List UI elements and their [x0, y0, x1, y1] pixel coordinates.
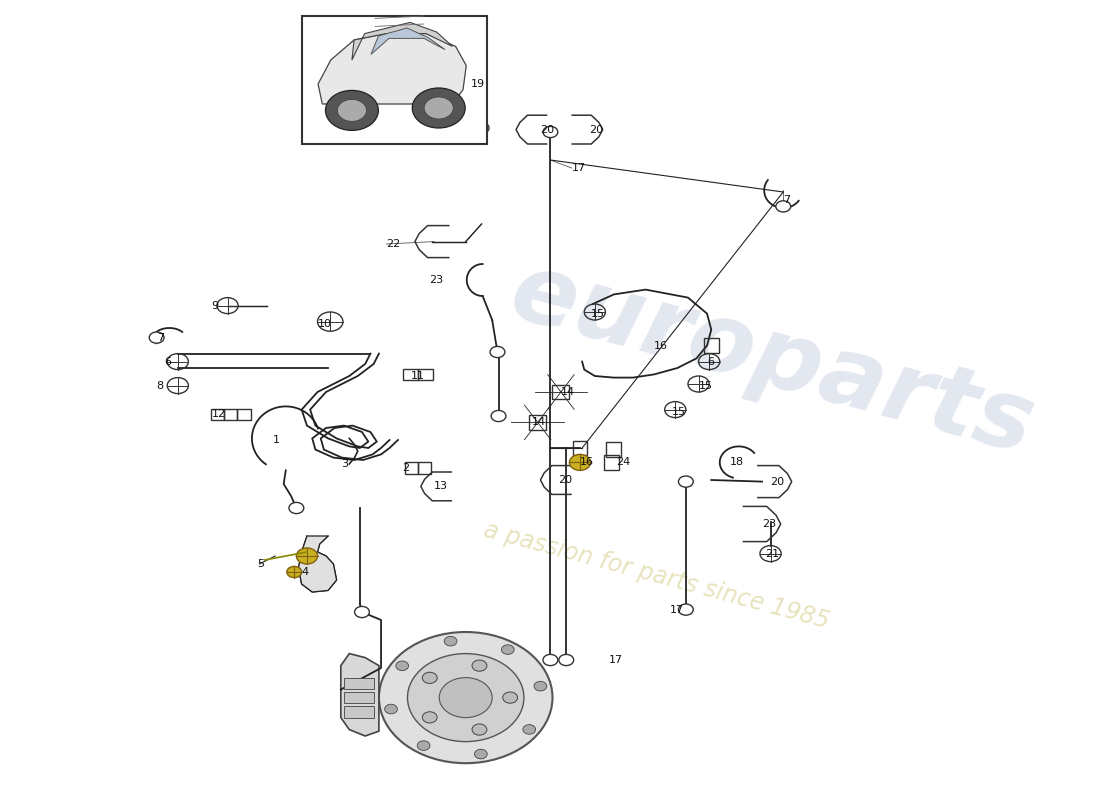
Circle shape — [422, 712, 437, 723]
Text: 20: 20 — [770, 477, 784, 486]
Circle shape — [150, 332, 164, 343]
Text: 14: 14 — [561, 387, 575, 397]
Text: 7: 7 — [783, 195, 791, 205]
Text: 8: 8 — [156, 381, 164, 390]
Text: 16: 16 — [654, 341, 668, 350]
FancyBboxPatch shape — [344, 706, 374, 718]
Text: 9: 9 — [211, 301, 219, 310]
Text: 7: 7 — [156, 333, 164, 342]
Polygon shape — [298, 536, 337, 592]
Text: 23: 23 — [762, 519, 777, 529]
Text: 17: 17 — [608, 655, 623, 665]
FancyBboxPatch shape — [344, 692, 374, 703]
Circle shape — [679, 604, 693, 615]
Circle shape — [472, 660, 487, 671]
Polygon shape — [371, 28, 446, 54]
Text: 5: 5 — [257, 559, 264, 569]
Polygon shape — [352, 22, 452, 60]
Text: 20: 20 — [558, 475, 572, 485]
Circle shape — [534, 682, 547, 691]
Text: 18: 18 — [730, 458, 745, 467]
Circle shape — [407, 654, 524, 742]
Text: 2: 2 — [403, 463, 409, 473]
Circle shape — [354, 606, 370, 618]
Text: 14: 14 — [531, 418, 546, 427]
Circle shape — [396, 661, 408, 670]
Circle shape — [559, 654, 574, 666]
Circle shape — [543, 126, 558, 138]
Text: 17: 17 — [670, 605, 684, 614]
Text: 10: 10 — [318, 319, 331, 329]
Polygon shape — [341, 654, 378, 736]
Circle shape — [296, 548, 318, 564]
Circle shape — [474, 750, 487, 759]
Text: 6: 6 — [164, 357, 172, 366]
Circle shape — [417, 741, 430, 750]
Text: 13: 13 — [434, 482, 448, 491]
Text: 19: 19 — [471, 79, 485, 89]
Circle shape — [472, 724, 487, 735]
Circle shape — [378, 632, 552, 763]
Circle shape — [439, 678, 492, 718]
Circle shape — [385, 704, 397, 714]
Text: 22: 22 — [386, 239, 400, 249]
Text: 20: 20 — [540, 125, 554, 134]
Text: 15: 15 — [698, 381, 713, 390]
Circle shape — [287, 566, 301, 578]
Circle shape — [422, 672, 437, 683]
Text: 17: 17 — [572, 163, 585, 173]
Text: 15: 15 — [591, 309, 605, 318]
Text: 12: 12 — [211, 410, 226, 419]
Text: 16: 16 — [580, 458, 594, 467]
Circle shape — [474, 122, 490, 134]
Circle shape — [326, 90, 378, 130]
Circle shape — [570, 454, 591, 470]
Circle shape — [491, 410, 506, 422]
Circle shape — [503, 692, 518, 703]
Circle shape — [412, 88, 465, 128]
Text: 3: 3 — [341, 459, 348, 469]
Text: 20: 20 — [590, 125, 604, 134]
Circle shape — [776, 201, 791, 212]
Circle shape — [425, 97, 453, 119]
Circle shape — [338, 99, 366, 122]
Text: 15: 15 — [672, 407, 686, 417]
Text: 6: 6 — [707, 357, 714, 366]
FancyBboxPatch shape — [344, 678, 374, 689]
Circle shape — [444, 636, 456, 646]
Circle shape — [502, 645, 514, 654]
Text: europarts: europarts — [500, 246, 1044, 474]
Text: 4: 4 — [301, 567, 309, 577]
Circle shape — [679, 476, 693, 487]
Text: 24: 24 — [616, 458, 630, 467]
Text: 1: 1 — [273, 435, 280, 445]
Text: 23: 23 — [429, 275, 443, 285]
Circle shape — [522, 725, 536, 734]
Circle shape — [289, 502, 304, 514]
Polygon shape — [318, 34, 466, 104]
Text: 21: 21 — [766, 549, 780, 558]
FancyBboxPatch shape — [301, 16, 487, 144]
Text: 11: 11 — [410, 371, 425, 381]
Circle shape — [543, 654, 558, 666]
Circle shape — [491, 346, 505, 358]
Text: a passion for parts since 1985: a passion for parts since 1985 — [481, 518, 832, 634]
